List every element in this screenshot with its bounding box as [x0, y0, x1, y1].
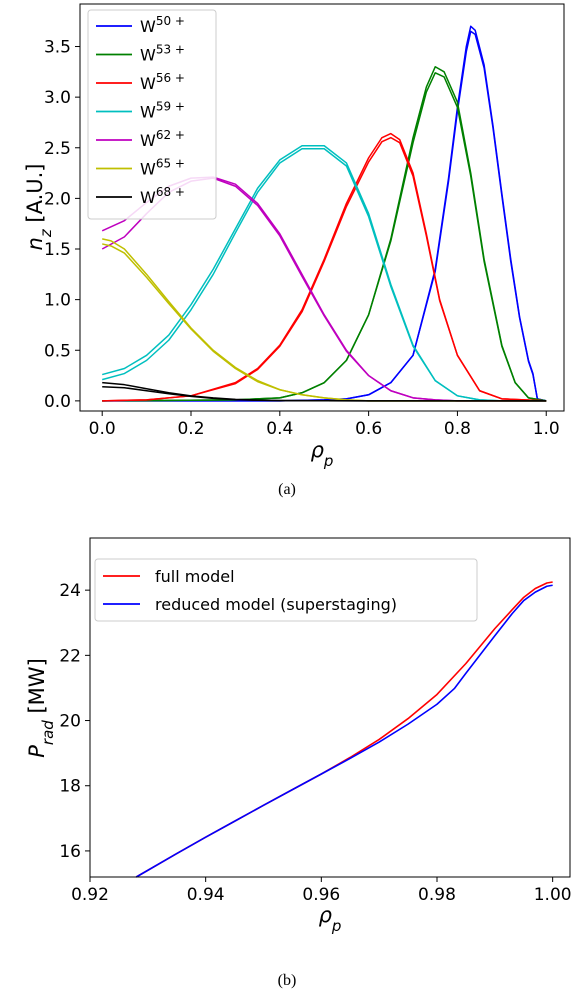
series-line-W56+-2: [102, 136, 547, 402]
panel-a-x-label: ρp: [311, 438, 334, 470]
legend-label: reduced model (superstaging): [155, 595, 397, 614]
legend-label: W50 +: [140, 14, 185, 36]
legend-label: W62 +: [140, 128, 185, 150]
panel-b-y-ticks: 16 18 20 22 24: [59, 581, 90, 862]
panel-a-chart: 0.0 0.2 0.4 0.6 0.8 1.0 0.0 0.5 1.0 1.5 2.0 2.5 3.0…: [23, 3, 565, 470]
y-tick-label: 3.0: [44, 88, 71, 108]
legend-label: W56 +: [140, 71, 185, 93]
series-line-reduced model (superstaging): [135, 584, 553, 878]
panel-b-curves: [135, 581, 553, 878]
legend-label: full model: [155, 567, 235, 586]
panel-a-y-label: nz [A.U.]: [23, 164, 55, 251]
panel-a-legend-box: [87, 9, 217, 220]
series-line-full model: [135, 581, 553, 878]
legend-label: W65 +: [140, 157, 185, 179]
x-tick-label: 0.0: [89, 419, 116, 439]
x-tick-label: 0.92: [71, 885, 109, 905]
y-tick-label: 2.5: [44, 139, 71, 159]
y-tick-label: 0.0: [44, 392, 71, 412]
y-tick-label: 22: [59, 646, 81, 666]
legend-label: W59 +: [140, 100, 185, 122]
series-line-W65+-1: [102, 238, 547, 402]
series-line-W53+-2: [102, 72, 547, 402]
panel-a-curves: [101, 25, 547, 402]
panel-b-frame: [89, 537, 571, 878]
x-tick-label: 0.94: [187, 885, 225, 905]
panel-b-legend: full model reduced model (superstaging): [94, 558, 478, 622]
x-tick-label: 0.96: [302, 885, 340, 905]
series-line-W65+-2: [102, 243, 547, 402]
y-tick-label: 2.0: [44, 189, 71, 209]
x-tick-label: 0.98: [418, 885, 456, 905]
panel-b-legend-box: [94, 558, 478, 622]
y-tick-label: 20: [59, 712, 81, 732]
series-line-W68+-2: [102, 385, 547, 402]
y-tick-label: 0.5: [44, 341, 71, 361]
caption-b: (b): [278, 972, 297, 989]
series-line-W50+-2: [102, 30, 547, 402]
panel-a-x-ticks: 0.0 0.2 0.4 0.6 0.8 1.0: [89, 411, 560, 439]
legend-label: W53 +: [140, 43, 185, 65]
series-line-W59+-2: [102, 148, 547, 402]
y-tick-label: 16: [59, 842, 81, 862]
caption-a: (a): [278, 481, 296, 498]
x-tick-label: 0.6: [355, 419, 382, 439]
panel-b-chart: 0.92 0.94 0.96 0.98 1.00 16 18 20 22 24 ρp Prad …: [25, 537, 571, 935]
panel-a-y-ticks: 0.0 0.5 1.0 1.5 2.0 2.5 3.0 3.5: [44, 38, 80, 412]
panel-b-x-label: ρp: [319, 903, 342, 935]
panel-b-y-label: Prad [MW]: [25, 658, 57, 758]
legend-label: W68 +: [140, 185, 185, 207]
x-tick-label: 0.2: [177, 419, 204, 439]
y-tick-label: 1.5: [44, 240, 71, 260]
x-tick-label: 1.00: [534, 885, 571, 905]
x-tick-label: 0.4: [266, 419, 293, 439]
y-tick-label: 1.0: [44, 291, 71, 311]
y-tick-label: 18: [59, 777, 81, 797]
y-tick-label: 24: [59, 581, 81, 601]
panel-b-x-ticks: 0.92 0.94 0.96 0.98 1.00: [71, 877, 571, 905]
panel-a-frame: [79, 3, 565, 412]
panel-a-legend: W50 + W53 + W56 + W59 + W62 + W65 + W68 +: [87, 9, 217, 220]
y-tick-label: 3.5: [44, 38, 71, 58]
x-tick-label: 1.0: [533, 419, 560, 439]
x-tick-label: 0.8: [444, 419, 471, 439]
